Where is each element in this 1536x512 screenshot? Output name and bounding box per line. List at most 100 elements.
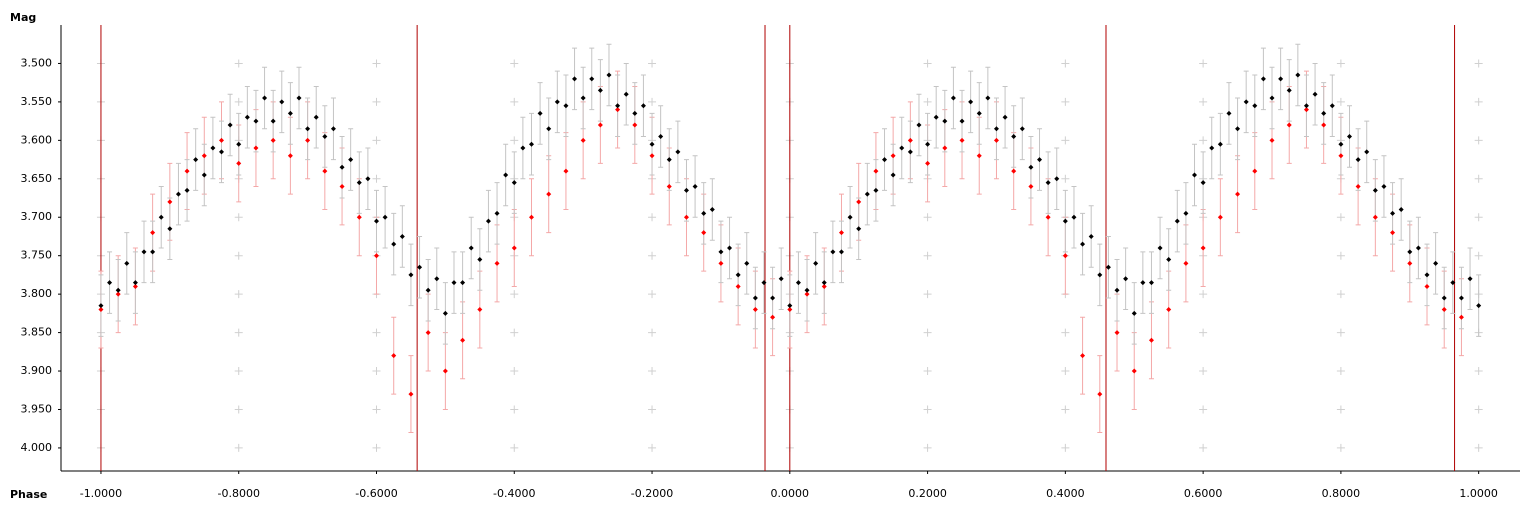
point [485, 218, 491, 224]
grid-cross [372, 405, 381, 414]
point [968, 99, 974, 105]
y-axis-label: Mag [10, 11, 36, 24]
grid-cross [1199, 97, 1208, 106]
grid-cross [1336, 97, 1345, 106]
point [683, 214, 689, 220]
point [167, 226, 173, 232]
point [813, 260, 819, 266]
point [916, 122, 922, 128]
y-tick-label: 3.700 [21, 210, 53, 223]
point [615, 103, 621, 109]
grid-cross [1199, 136, 1208, 145]
point [477, 307, 483, 313]
grid-cross [372, 174, 381, 183]
point [1407, 260, 1413, 266]
point [1166, 307, 1172, 313]
point [856, 199, 862, 205]
grid-cross [923, 97, 932, 106]
point [752, 307, 758, 313]
grid-cross [1474, 59, 1483, 68]
point [201, 172, 207, 178]
point [1433, 260, 1439, 266]
point [167, 199, 173, 205]
point [399, 233, 405, 239]
points [98, 72, 1482, 397]
point [632, 122, 638, 128]
point [950, 95, 956, 101]
point [1372, 214, 1378, 220]
point [1148, 280, 1154, 286]
point [305, 137, 311, 143]
grid-cross [234, 97, 243, 106]
point [1390, 230, 1396, 236]
point [942, 145, 948, 151]
point [339, 183, 345, 189]
point [296, 95, 302, 101]
point [1390, 210, 1396, 216]
grid-cross [234, 405, 243, 414]
grid-cross [510, 367, 519, 376]
grid-cross [1061, 59, 1070, 68]
grid-cross [1061, 97, 1070, 106]
point [1295, 72, 1301, 78]
grid-cross [510, 328, 519, 337]
grid-cross [923, 213, 932, 222]
point [1200, 180, 1206, 186]
point [132, 280, 138, 286]
point [150, 249, 156, 255]
point [408, 272, 414, 278]
point [253, 145, 259, 151]
point [1415, 245, 1421, 251]
point [1269, 95, 1275, 101]
grid-cross [234, 328, 243, 337]
point [1338, 153, 1344, 159]
point [451, 280, 457, 286]
point [933, 114, 939, 120]
point [580, 137, 586, 143]
grid-cross [648, 367, 657, 376]
point [787, 307, 793, 313]
point [1252, 168, 1258, 174]
grid-cross [234, 251, 243, 260]
grid-cross [1199, 59, 1208, 68]
point [1097, 272, 1103, 278]
grid-cross [234, 59, 243, 68]
point [795, 280, 801, 286]
point [1037, 157, 1043, 163]
point [1303, 107, 1309, 113]
grid-cross [1061, 328, 1070, 337]
point [1080, 353, 1086, 359]
point [373, 253, 379, 259]
point [1019, 126, 1025, 132]
phase-markers [100, 25, 1456, 471]
point [1166, 257, 1172, 263]
grid-cross [923, 251, 932, 260]
point [1028, 183, 1034, 189]
point [1217, 214, 1223, 220]
point [546, 191, 552, 197]
y-tick-label: 3.650 [21, 172, 53, 185]
point [589, 76, 595, 82]
point [666, 157, 672, 163]
point [976, 153, 982, 159]
grid-cross [1199, 290, 1208, 299]
grid-cross [648, 97, 657, 106]
point [1002, 114, 1008, 120]
point [701, 230, 707, 236]
point [1441, 307, 1447, 313]
point [1381, 183, 1387, 189]
grid-cross [1474, 97, 1483, 106]
point [640, 103, 646, 109]
point [287, 153, 293, 159]
grid-cross [510, 59, 519, 68]
point [993, 126, 999, 132]
point [494, 260, 500, 266]
point [1148, 337, 1154, 343]
point [219, 137, 225, 143]
grid-cross [1474, 405, 1483, 414]
point [1235, 126, 1241, 132]
grid-cross [372, 136, 381, 145]
point [1424, 272, 1430, 278]
y-tick-label: 3.800 [21, 287, 53, 300]
